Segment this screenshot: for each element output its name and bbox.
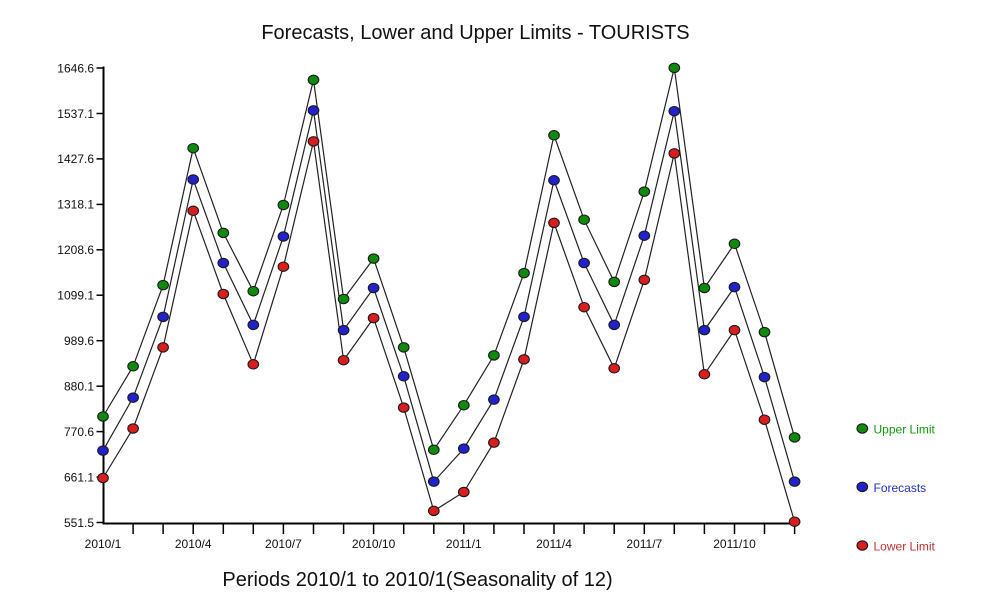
svg-text:Lower Limit: Lower Limit <box>874 539 936 553</box>
svg-text:1318.1: 1318.1 <box>57 198 94 212</box>
svg-text:1537.1: 1537.1 <box>57 107 94 121</box>
svg-text:2011/7: 2011/7 <box>626 537 662 551</box>
svg-text:2010/10: 2010/10 <box>352 537 396 551</box>
svg-text:Periods 2010/1 to 2010/1(Seaso: Periods 2010/1 to 2010/1(Seasonality of … <box>222 569 612 591</box>
svg-text:2010/4: 2010/4 <box>175 537 212 551</box>
svg-text:2011/10: 2011/10 <box>713 537 756 551</box>
svg-text:1427.6: 1427.6 <box>57 152 94 166</box>
svg-text:1208.6: 1208.6 <box>57 243 94 257</box>
svg-text:661.1: 661.1 <box>64 470 94 484</box>
svg-text:989.6: 989.6 <box>64 334 94 348</box>
svg-text:2011/1: 2011/1 <box>446 537 482 551</box>
svg-text:2011/4: 2011/4 <box>536 537 572 551</box>
svg-text:Upper Limit: Upper Limit <box>874 422 936 436</box>
svg-text:1099.1: 1099.1 <box>57 289 94 303</box>
svg-text:880.1: 880.1 <box>64 380 94 394</box>
svg-text:551.5: 551.5 <box>64 516 94 530</box>
svg-text:2010/7: 2010/7 <box>265 537 302 551</box>
svg-text:770.6: 770.6 <box>64 425 94 439</box>
svg-text:Forecasts: Forecasts <box>874 481 927 495</box>
svg-text:2010/1: 2010/1 <box>85 537 122 551</box>
svg-text:Forecasts, Lower and Upper Lim: Forecasts, Lower and Upper Limits - TOUR… <box>261 22 689 44</box>
svg-text:1646.6: 1646.6 <box>57 61 94 75</box>
